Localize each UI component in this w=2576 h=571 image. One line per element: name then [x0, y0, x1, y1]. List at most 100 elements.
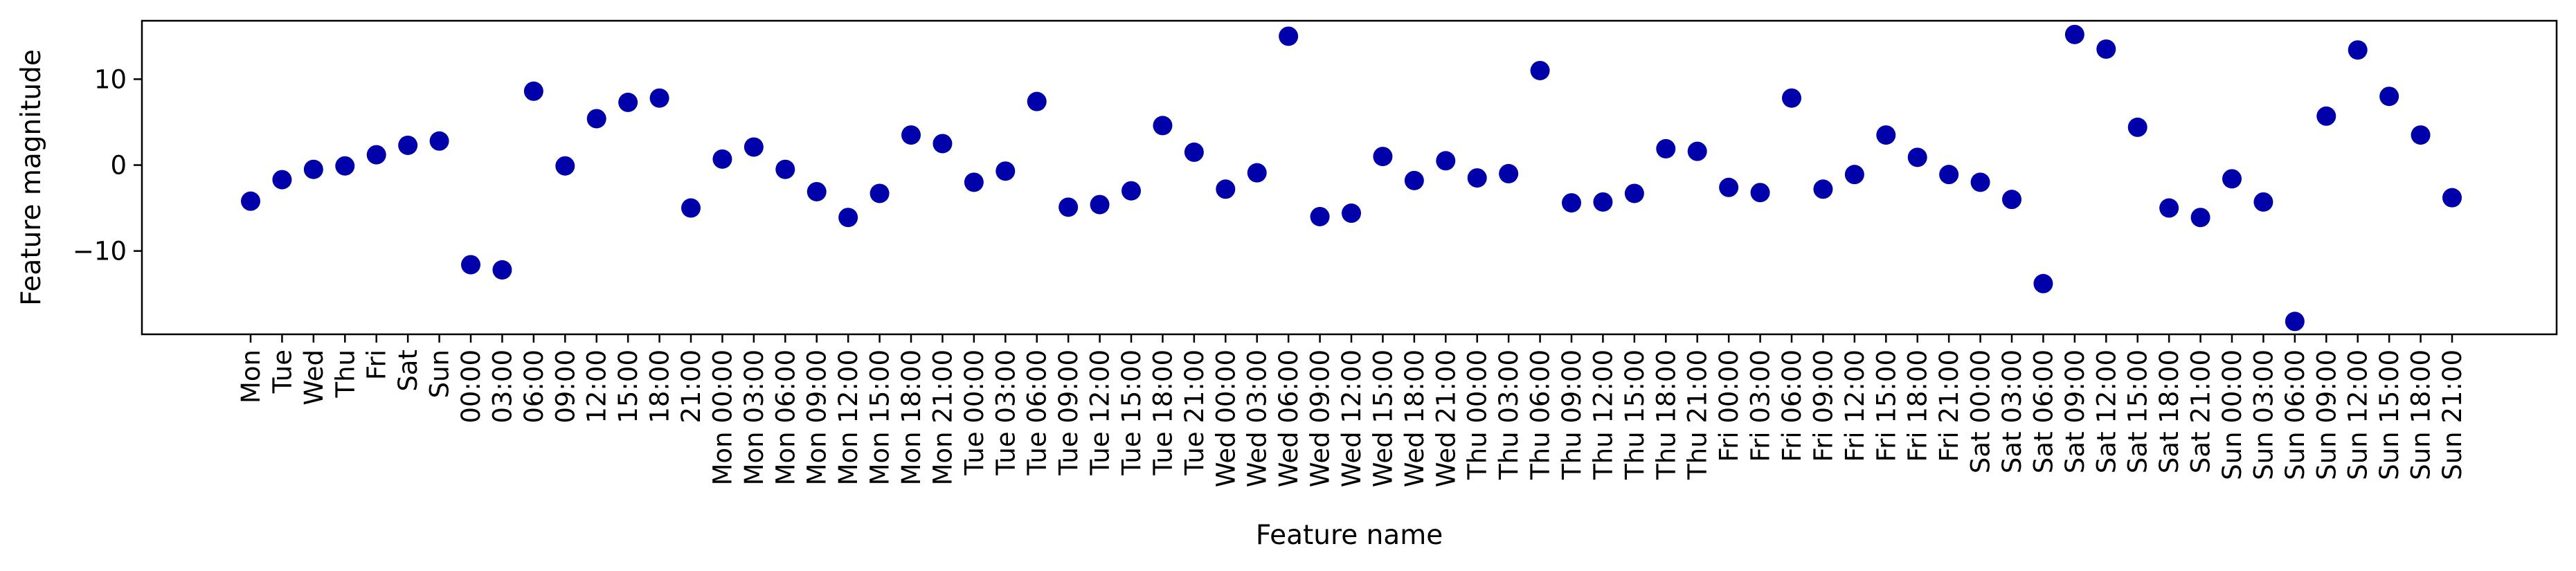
data-point — [2379, 87, 2399, 107]
data-point — [2411, 125, 2431, 145]
plot-frame — [141, 19, 2558, 336]
data-point — [1499, 163, 1519, 183]
data-point — [901, 125, 921, 145]
x-tick-label: Sun 18:00 — [2406, 350, 2436, 480]
data-point — [1562, 193, 1581, 213]
x-tick-label: Fri 09:00 — [1808, 350, 1838, 462]
data-point — [2002, 190, 2021, 210]
data-point — [1216, 179, 1236, 199]
data-point — [1876, 125, 1896, 145]
y-tick-label: 10 — [94, 64, 127, 94]
x-tick-label: Sat 15:00 — [2123, 350, 2153, 473]
x-tick-label: Thu 18:00 — [1651, 350, 1681, 480]
x-tick-label: Wed 03:00 — [1243, 350, 1272, 487]
data-point — [1813, 179, 1833, 199]
data-point — [2442, 188, 2462, 208]
x-tick-label: Mon 18:00 — [897, 350, 926, 485]
data-point — [1624, 183, 1644, 203]
x-tick-label: Thu — [330, 350, 360, 399]
x-tick-label: Thu 12:00 — [1588, 350, 1618, 480]
data-point — [2285, 311, 2305, 332]
data-point — [996, 161, 1016, 181]
x-tick-label: Thu 03:00 — [1494, 350, 1524, 480]
data-point — [2127, 117, 2147, 137]
x-tick-label: Sat 00:00 — [1966, 350, 1996, 473]
data-point — [2033, 273, 2053, 293]
x-tick-label: Sun 09:00 — [2312, 350, 2341, 480]
x-tick-label: Sun 21:00 — [2438, 350, 2467, 480]
data-point — [2222, 169, 2242, 189]
x-tick-label: Fri 06:00 — [1777, 350, 1807, 462]
x-tick-label: Thu 21:00 — [1683, 350, 1713, 480]
data-point — [335, 156, 355, 176]
data-point — [1122, 181, 1141, 201]
data-point — [2348, 40, 2368, 60]
x-tick-label: Mon — [236, 350, 266, 404]
data-point — [1184, 142, 1204, 162]
x-tick-label: Wed 06:00 — [1274, 350, 1304, 487]
x-tick-label: Sat 03:00 — [1997, 350, 2027, 473]
data-point — [1342, 203, 1361, 224]
data-point — [775, 159, 795, 179]
x-tick-label: Tue — [267, 350, 297, 394]
data-point — [1844, 165, 1864, 185]
data-point — [398, 135, 418, 155]
data-point — [1687, 141, 1707, 161]
x-tick-label: 12:00 — [582, 350, 612, 424]
data-point — [461, 255, 480, 275]
data-point — [303, 159, 323, 179]
x-tick-label: Fri 18:00 — [1903, 350, 1933, 462]
x-tick-label: Mon 03:00 — [739, 350, 769, 485]
data-point — [272, 170, 292, 190]
y-axis-title: Feature magnitude — [16, 49, 47, 306]
data-point — [618, 92, 638, 112]
x-tick-label: Wed 00:00 — [1211, 350, 1241, 487]
x-tick-label: 03:00 — [487, 350, 517, 424]
data-point — [1593, 192, 1613, 212]
data-point — [1782, 88, 1801, 108]
x-tick-label: Fri 03:00 — [1746, 350, 1776, 462]
x-tick-label: Fri 21:00 — [1934, 350, 1964, 462]
x-tick-label: 09:00 — [550, 350, 580, 424]
x-tick-label: Tue 18:00 — [1148, 350, 1178, 476]
x-tick-label: Sun 03:00 — [2249, 350, 2278, 480]
data-point — [870, 183, 890, 203]
x-tick-label: Thu 06:00 — [1526, 350, 1556, 480]
data-point — [1279, 26, 1299, 46]
data-point — [586, 109, 606, 129]
data-point — [2316, 106, 2336, 126]
x-tick-label: Wed 09:00 — [1306, 350, 1335, 487]
data-point — [1153, 116, 1173, 136]
data-point — [838, 208, 858, 228]
x-tick-label: Tue 00:00 — [960, 350, 989, 476]
x-tick-label: Wed — [299, 350, 329, 406]
data-point — [1719, 177, 1739, 197]
x-tick-label: 15:00 — [613, 350, 643, 424]
x-tick-label: Fri 12:00 — [1840, 350, 1870, 462]
x-tick-label: Sat 06:00 — [2028, 350, 2058, 473]
x-tick-label: Sun 06:00 — [2280, 350, 2310, 480]
x-tick-label: Wed 21:00 — [1431, 350, 1461, 487]
x-tick-label: Tue 12:00 — [1086, 350, 1115, 476]
data-point — [1939, 165, 1959, 185]
data-point — [555, 156, 575, 176]
x-axis-title: Feature name — [1256, 520, 1443, 551]
data-point — [366, 145, 386, 165]
x-tick-label: Sat 21:00 — [2186, 350, 2216, 473]
x-tick-label: Thu 00:00 — [1463, 350, 1493, 480]
data-point — [2159, 198, 2179, 218]
y-axis: −10 0 10 — [73, 64, 142, 266]
x-tick-label: Mon 00:00 — [708, 350, 737, 485]
data-point — [1436, 151, 1456, 171]
data-point — [1970, 172, 1990, 192]
data-point — [681, 198, 701, 218]
x-tick-label: Sat — [393, 350, 423, 392]
data-point — [1907, 147, 1927, 167]
data-point — [807, 181, 827, 201]
x-tick-label: Sun — [425, 350, 455, 398]
data-point — [1750, 183, 1770, 203]
x-tick-label: Sun 00:00 — [2217, 350, 2247, 480]
x-tick-label: Thu 09:00 — [1557, 350, 1587, 480]
x-tick-label: Tue 09:00 — [1054, 350, 1083, 476]
